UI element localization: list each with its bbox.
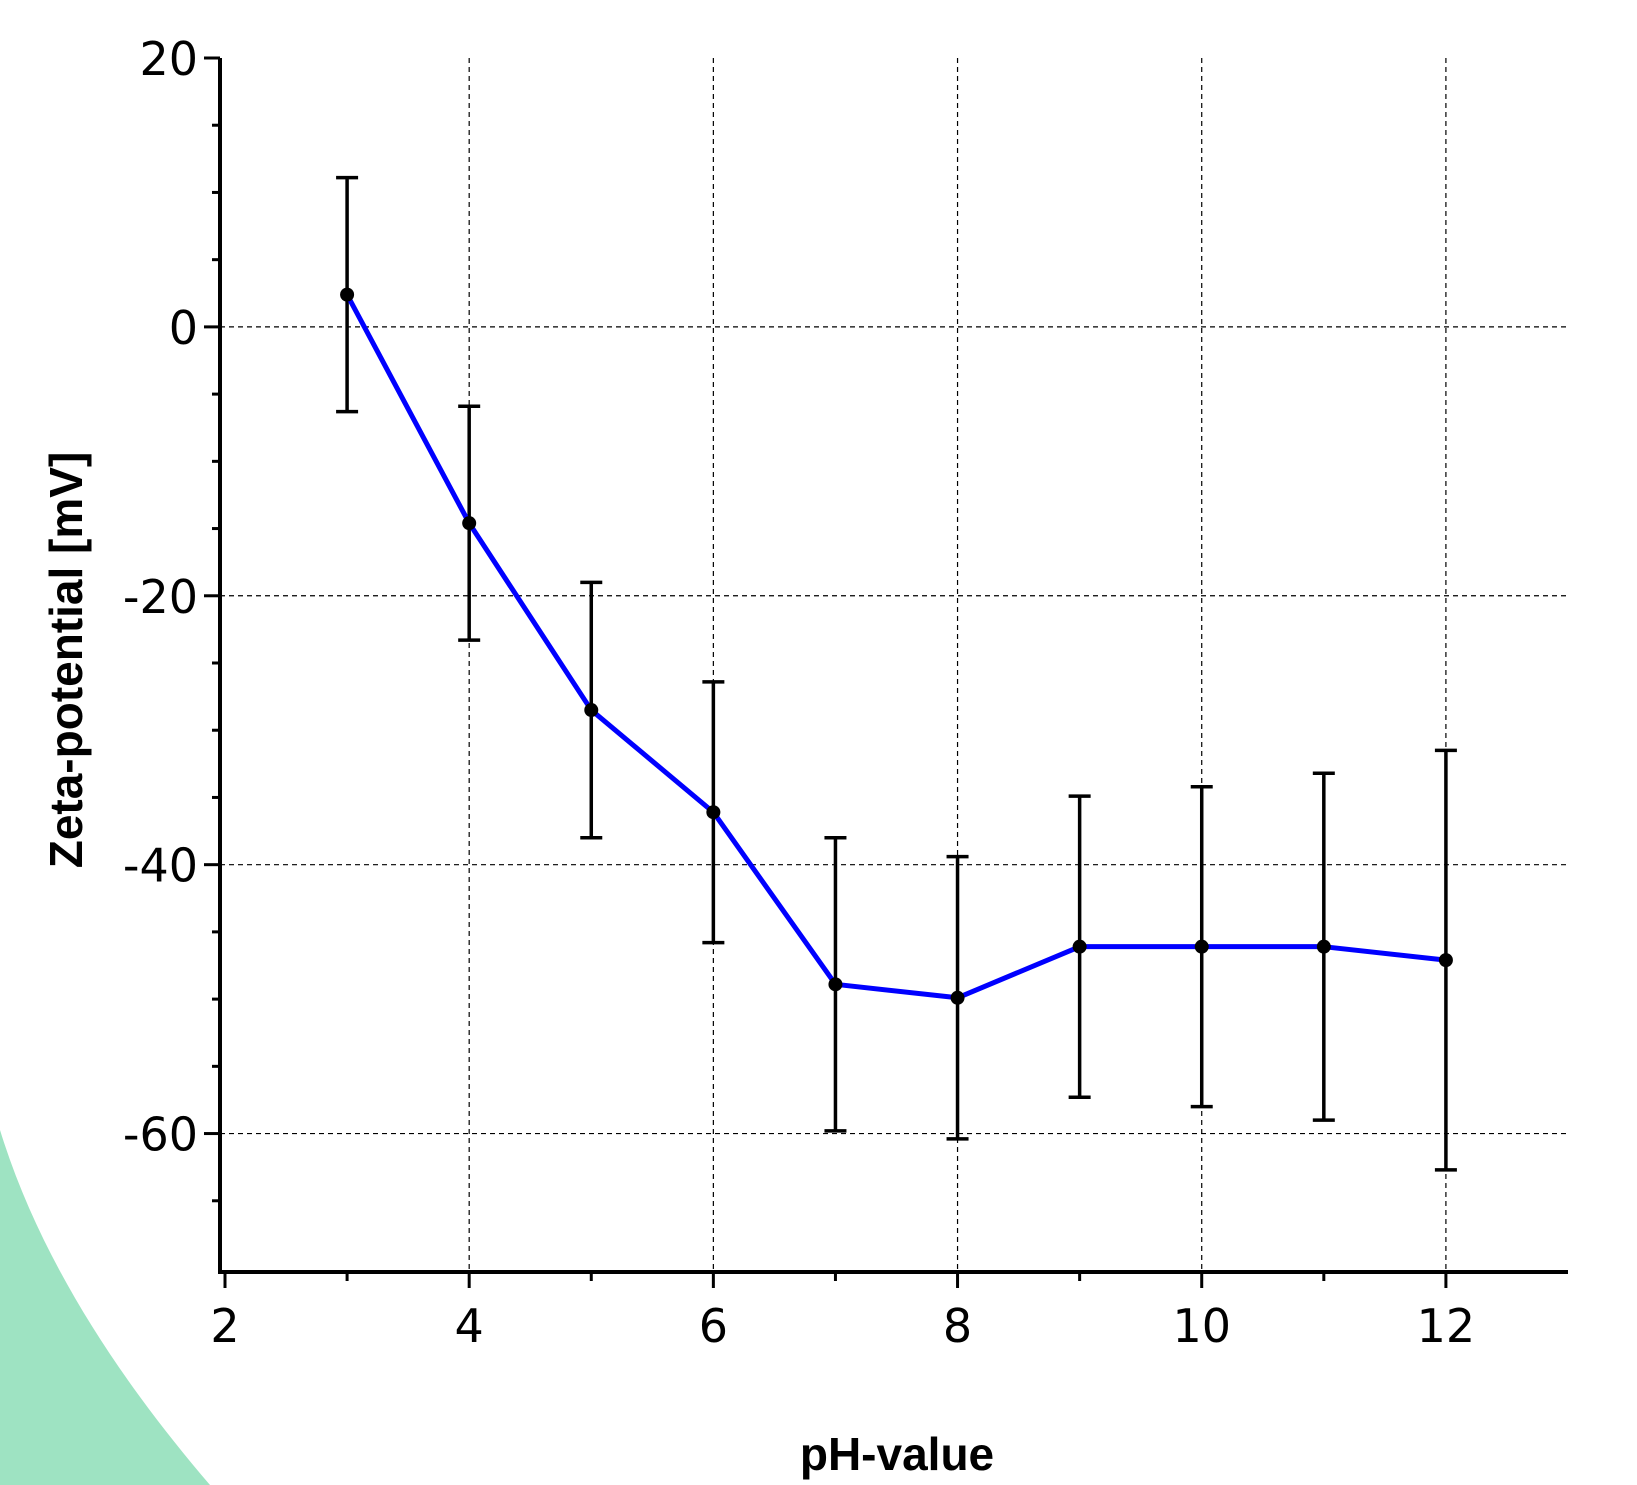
data-line — [344, 293, 1447, 1001]
y-tick-label: 0 — [169, 301, 198, 355]
plot-area: -60 -40 -20 0 20 2 4 6 8 10 12 — [123, 32, 1568, 1353]
x-tick-label: 10 — [1172, 1299, 1231, 1353]
data-point — [1438, 953, 1453, 968]
y-tick-label: -60 — [123, 1108, 198, 1162]
data-point — [584, 703, 599, 718]
y-axis-title: Zeta-potential [mV] — [40, 452, 92, 869]
y-tick-label: -20 — [123, 570, 198, 624]
x-tick-label: 2 — [210, 1299, 239, 1353]
x-tick-label: 4 — [455, 1299, 484, 1353]
x-tick-label: 8 — [943, 1299, 972, 1353]
background-shape — [0, 1130, 210, 1485]
y-tick-label: -40 — [123, 839, 198, 893]
y-tick-label: 20 — [139, 32, 198, 86]
data-point — [1072, 939, 1087, 954]
data-point — [1194, 939, 1209, 954]
x-tick-label: 6 — [699, 1299, 728, 1353]
data-point — [828, 977, 843, 992]
data-point — [1316, 939, 1331, 954]
data-point — [950, 990, 965, 1005]
x-axis-title: pH-value — [800, 1428, 994, 1480]
data-point — [706, 805, 721, 820]
data-point — [340, 287, 355, 302]
x-tick-label: 12 — [1417, 1299, 1476, 1353]
data-point — [462, 516, 477, 531]
